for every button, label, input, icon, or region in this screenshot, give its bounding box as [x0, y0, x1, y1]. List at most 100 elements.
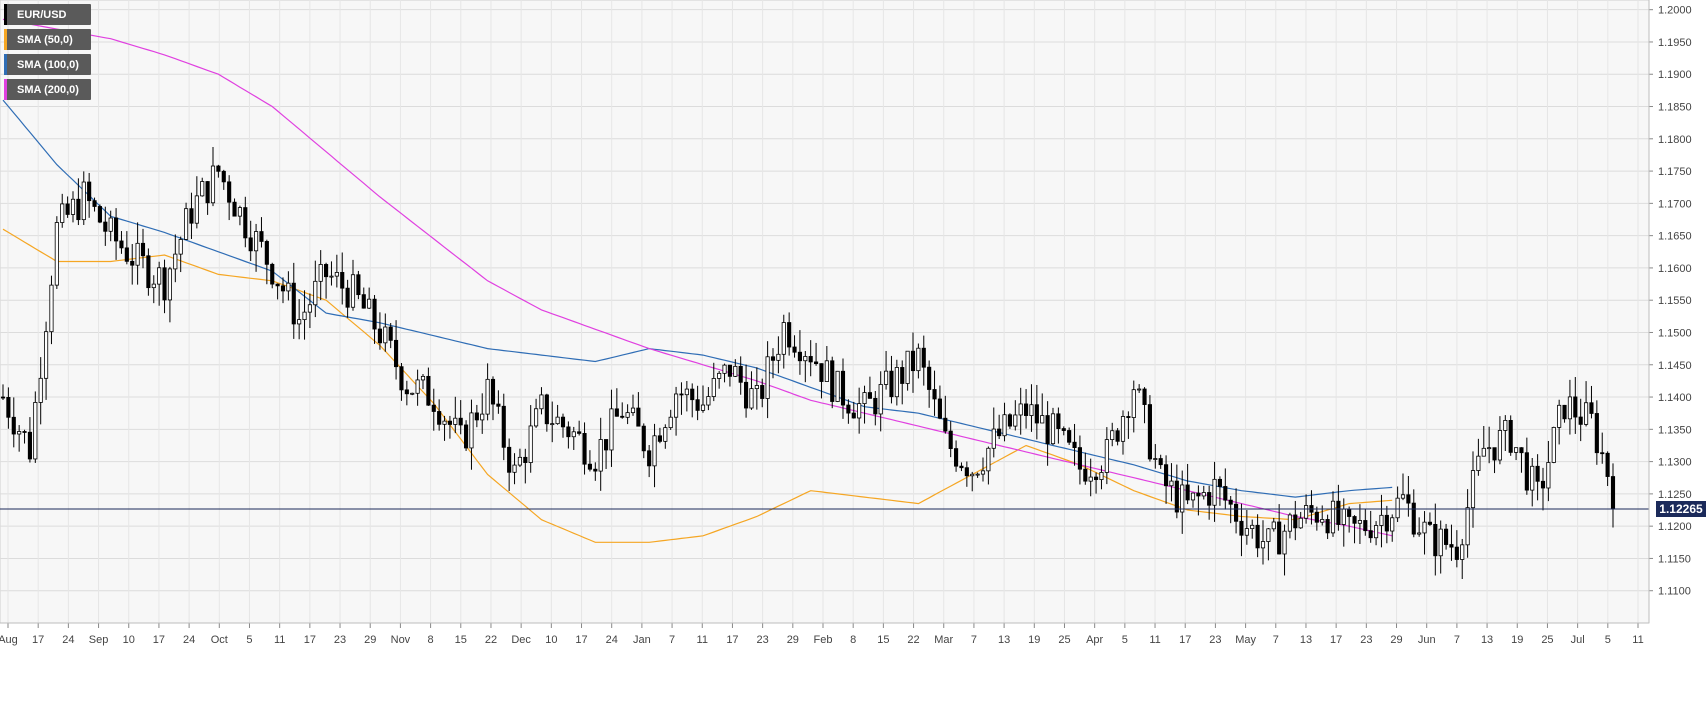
candle-bullish — [297, 319, 302, 325]
candle-bearish — [943, 417, 948, 432]
candle-bullish — [178, 239, 183, 255]
legend-item-sma50[interactable]: SMA (50,0) — [4, 29, 91, 50]
candle-bearish — [1427, 521, 1432, 525]
candle-bearish — [1174, 480, 1179, 513]
candle-bearish — [1363, 520, 1368, 532]
candle-bearish — [954, 448, 959, 467]
candle-bullish — [1567, 396, 1572, 420]
candle-bullish — [254, 231, 259, 252]
candle-bearish — [937, 398, 942, 419]
candle-bearish — [1293, 514, 1298, 529]
candle-bearish — [221, 170, 226, 183]
candle-bullish — [1260, 541, 1266, 549]
candle-bullish — [44, 331, 49, 379]
legend-swatch — [4, 4, 7, 25]
candle-bearish — [1325, 519, 1330, 534]
candle-bearish — [1562, 404, 1567, 420]
x-tick-label: Sep — [89, 634, 109, 646]
candle-bullish — [453, 417, 458, 425]
x-tick-label: 24 — [62, 634, 74, 646]
y-tick-label: 1.1650 — [1658, 231, 1692, 243]
legend-swatch — [4, 29, 7, 50]
x-tick-label: 5 — [1122, 634, 1128, 646]
legend-item-eurusd[interactable]: EUR/USD — [4, 4, 91, 25]
candle-bearish — [22, 431, 27, 433]
candle-bearish — [1072, 441, 1077, 448]
candle-bullish — [1551, 426, 1556, 463]
candle-bullish — [652, 435, 657, 467]
candle-bearish — [1449, 544, 1454, 548]
x-tick-label: 5 — [246, 634, 252, 646]
x-tick-label: 22 — [907, 634, 919, 646]
x-tick-label: 24 — [183, 634, 195, 646]
candle-bearish — [189, 208, 194, 224]
candle-bullish — [1018, 403, 1023, 416]
candle-bullish — [1287, 514, 1292, 532]
x-tick-label: 8 — [428, 634, 434, 646]
candle-bearish — [1115, 430, 1120, 442]
legend-label: EUR/USD — [17, 8, 67, 21]
candle-bearish — [1589, 402, 1594, 414]
candle-bearish — [819, 363, 824, 382]
candle-bearish — [1228, 499, 1233, 505]
candle-bullish — [1266, 528, 1271, 542]
candle-bearish — [1277, 521, 1282, 555]
candle-bearish — [232, 201, 237, 217]
candle-bearish — [927, 366, 932, 390]
candle-bearish — [399, 366, 404, 391]
candle-bullish — [1584, 402, 1589, 425]
legend-item-sma200[interactable]: SMA (200,0) — [4, 79, 91, 100]
legend-item-sma100[interactable]: SMA (100,0) — [4, 54, 91, 75]
x-tick-label: 17 — [1330, 634, 1342, 646]
candle-bullish — [857, 403, 862, 419]
candle-bullish — [1002, 414, 1007, 437]
candle-bearish — [840, 370, 846, 406]
candle-bearish — [1196, 492, 1201, 497]
y-tick-label: 1.1350 — [1658, 424, 1692, 436]
candle-bearish — [361, 294, 366, 309]
candle-bullish — [151, 283, 156, 289]
candle-bearish — [932, 389, 937, 400]
candle-bearish — [1610, 476, 1616, 510]
candle-bearish — [146, 255, 151, 289]
candle-bullish — [49, 284, 54, 333]
candle-bearish — [1384, 514, 1389, 532]
x-tick-label: 29 — [1390, 634, 1402, 646]
y-tick-label: 1.1450 — [1658, 360, 1692, 372]
candle-bullish — [706, 396, 711, 406]
candle-bullish — [884, 370, 889, 385]
candle-bullish — [1250, 524, 1255, 530]
y-tick-label: 1.1100 — [1658, 586, 1691, 598]
candle-bullish — [1470, 470, 1476, 509]
candle-bullish — [485, 378, 490, 415]
candle-bullish — [749, 388, 754, 409]
candle-bearish — [1045, 415, 1050, 445]
candle-bullish — [539, 394, 544, 410]
candle-bullish — [905, 350, 910, 384]
candle-bullish — [986, 447, 991, 472]
candle-bearish — [797, 351, 802, 362]
last-price-tag: 1.12265 — [1656, 501, 1706, 518]
candle-bullish — [334, 272, 339, 277]
candle-bullish — [1417, 532, 1422, 535]
x-tick-label: 23 — [1360, 634, 1372, 646]
candle-bullish — [609, 408, 614, 451]
y-tick-label: 1.1300 — [1658, 457, 1692, 469]
candle-bearish — [248, 237, 253, 252]
x-tick-label: 7 — [669, 634, 675, 646]
candle-bearish — [582, 433, 587, 465]
candle-bullish — [1050, 413, 1056, 445]
candle-bearish — [291, 282, 296, 325]
candle-bearish — [324, 264, 329, 278]
candle-bearish — [1314, 511, 1319, 523]
candle-bearish — [437, 411, 442, 425]
candle-bullish — [975, 473, 980, 476]
candle-bearish — [259, 231, 264, 242]
candle-bullish — [980, 470, 986, 475]
candle-bullish — [383, 326, 388, 344]
candle-bearish — [1094, 476, 1099, 480]
candle-bullish — [200, 181, 205, 197]
candle-bullish — [862, 392, 867, 405]
candle-bearish — [1508, 420, 1513, 453]
x-tick-label: Jul — [1571, 634, 1585, 646]
